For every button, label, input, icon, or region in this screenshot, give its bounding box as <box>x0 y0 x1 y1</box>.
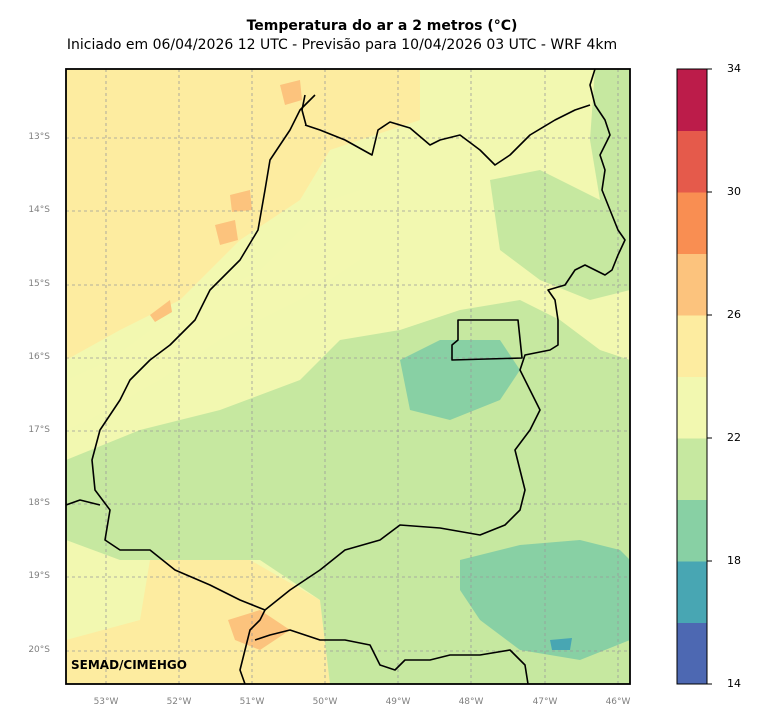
lon-tick: 49°W <box>385 697 411 707</box>
colorbar-segment <box>677 315 707 377</box>
lon-tick: 48°W <box>458 697 484 707</box>
lat-tick: 19°S <box>28 571 50 581</box>
lat-tick: 15°S <box>28 279 50 289</box>
lon-tick: 50°W <box>312 697 338 707</box>
colorbar-segment <box>677 376 707 439</box>
lat-tick: 13°S <box>28 132 50 142</box>
state-borders <box>66 69 626 684</box>
colorbar-label: 30 <box>727 185 741 198</box>
lat-tick: 17°S <box>28 425 50 435</box>
colorbar-segment <box>677 622 707 685</box>
lon-tick: 53°W <box>93 697 119 707</box>
colorbar-ticks <box>707 68 712 685</box>
colorbar-segment <box>677 499 707 562</box>
lon-tick: 52°W <box>166 697 192 707</box>
lat-tick: 16°S <box>28 352 50 362</box>
lat-tick: 14°S <box>28 205 50 215</box>
lat-tick: 20°S <box>28 645 50 655</box>
map-subtitle: Iniciado em 06/04/2026 12 UTC - Previsão… <box>66 37 618 53</box>
colorbar-label: 22 <box>727 431 741 444</box>
lat-tick: 18°S <box>28 498 50 508</box>
colorbar-segment <box>677 69 707 131</box>
lon-tick: 51°W <box>239 697 265 707</box>
lon-tick: 46°W <box>605 697 631 707</box>
colorbar-segment <box>677 130 707 193</box>
lon-tick: 47°W <box>532 697 558 707</box>
credit-label: SEMAD/CIMEHGO <box>71 658 187 672</box>
colorbar-segment <box>677 438 707 500</box>
colorbar-label: 34 <box>727 62 741 75</box>
colorbar-segment <box>677 192 707 254</box>
colorbar-segment <box>677 561 707 623</box>
colorbar-segment <box>677 253 707 316</box>
colorbar <box>677 69 707 685</box>
colorbar-label: 18 <box>727 554 741 567</box>
temperature-field <box>66 69 630 684</box>
graticule <box>66 69 630 684</box>
colorbar-label: 14 <box>727 677 741 690</box>
map-title: Temperatura do ar a 2 metros (°C) <box>246 18 518 34</box>
colorbar-label: 26 <box>727 308 741 321</box>
